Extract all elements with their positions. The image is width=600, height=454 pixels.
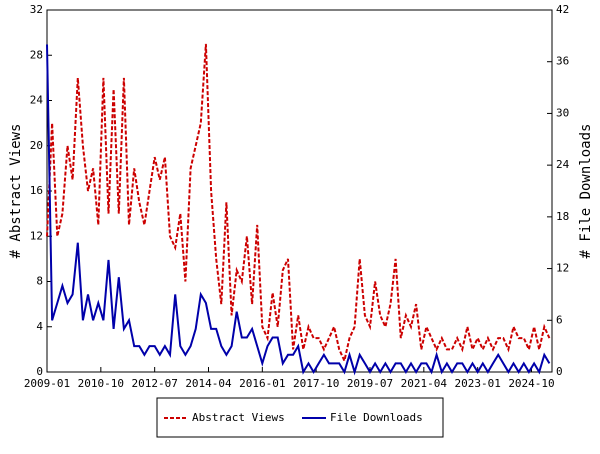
y2-tick-label: 24 xyxy=(556,158,570,171)
y2-tick-label: 30 xyxy=(556,106,569,119)
x-tick-label: 2016-01 xyxy=(239,377,285,390)
x-tick-label: 2017-10 xyxy=(293,377,339,390)
y2-axis-label: # File Downloads xyxy=(578,124,594,259)
y-tick-label: 16 xyxy=(30,184,43,197)
x-tick-label: 2010-10 xyxy=(78,377,124,390)
y-tick-label: 8 xyxy=(36,275,43,288)
y-tick-label: 24 xyxy=(30,94,44,107)
legend-label: Abstract Views xyxy=(192,411,285,424)
x-tick-label: 2023-01 xyxy=(454,377,500,390)
x-tick-label: 2024-10 xyxy=(508,377,554,390)
legend xyxy=(156,397,444,438)
y2-tick-label: 42 xyxy=(556,3,569,16)
x-tick-label: 2019-07 xyxy=(347,377,393,390)
x-tick-label: 2021-04 xyxy=(401,377,448,390)
x-tick-label: 2012-07 xyxy=(131,377,177,390)
y-tick-label: 20 xyxy=(30,139,43,152)
x-tick-label: 2014-04 xyxy=(185,377,232,390)
series-line xyxy=(46,44,551,376)
y2-tick-label: 18 xyxy=(556,210,569,223)
y-tick-label: 4 xyxy=(36,320,43,333)
legend-label: File Downloads xyxy=(330,411,423,424)
y-tick-label: 32 xyxy=(30,3,43,16)
y-tick-label: 28 xyxy=(30,48,43,61)
series-line xyxy=(46,43,551,364)
y-tick-label: 12 xyxy=(30,229,43,242)
x-tick-label: 2009-01 xyxy=(24,377,70,390)
y2-tick-label: 36 xyxy=(556,55,569,68)
y-tick-label: 0 xyxy=(36,365,43,378)
y2-tick-label: 12 xyxy=(556,262,569,275)
y2-tick-label: 6 xyxy=(556,313,563,326)
y-axis-label: # Abstract Views xyxy=(8,124,24,259)
y2-tick-label: 0 xyxy=(556,365,563,378)
